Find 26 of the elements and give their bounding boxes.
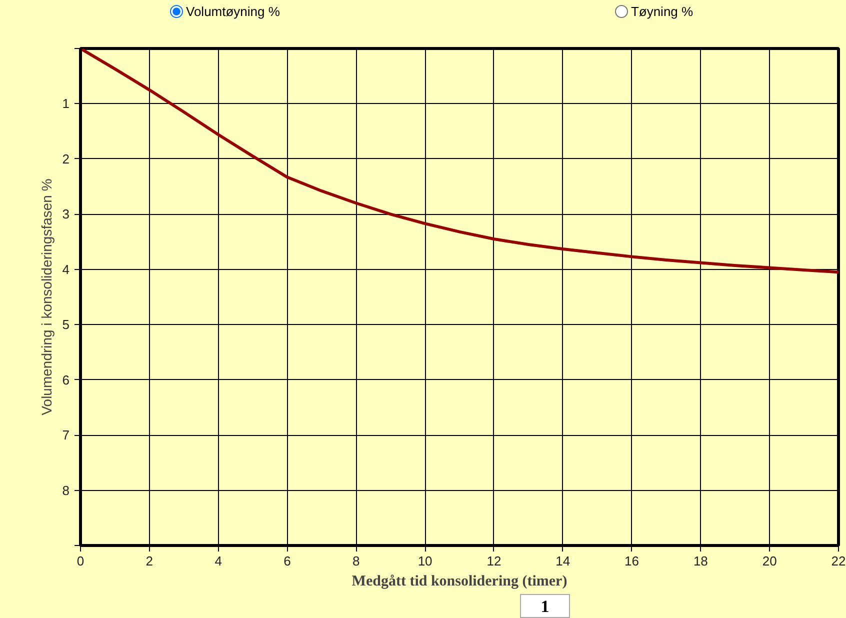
y-tick-label: 3	[62, 206, 70, 222]
x-tick-label: 2	[146, 554, 154, 568]
y-tick-label: 4	[62, 262, 70, 277]
y-tick-label: 2	[62, 151, 70, 166]
x-axis-title: Medgått tid konsolidering (timer)	[352, 574, 568, 590]
x-tick-label: 6	[284, 554, 291, 568]
y-axis-title: Volumendring i konsolideringsfasen %	[38, 178, 54, 416]
text: Volumtøyning %	[186, 4, 280, 19]
y-tick-label: 6	[62, 372, 70, 388]
x-tick-label: 12	[486, 554, 502, 568]
x-tick-label: 18	[693, 554, 708, 568]
text: 1	[540, 596, 550, 618]
line-series	[80, 48, 838, 274]
y-tick-label: 8	[62, 482, 70, 498]
y-tick-label: 5	[62, 317, 70, 332]
x-tick-label: 14	[556, 554, 570, 568]
x-tick-label: 20	[762, 554, 777, 568]
x-tick-label: 0	[76, 554, 84, 568]
x-tick-label: 8	[352, 554, 360, 568]
x-tick-label: 4	[214, 554, 222, 568]
y-tick-label: 7	[62, 428, 70, 443]
x-tick-label: 16	[624, 554, 640, 568]
y-tick-label: 1	[62, 96, 70, 112]
x-tick-label: 22	[831, 554, 846, 568]
text: Tøyning %	[630, 4, 694, 19]
x-tick-label: 10	[418, 554, 432, 568]
